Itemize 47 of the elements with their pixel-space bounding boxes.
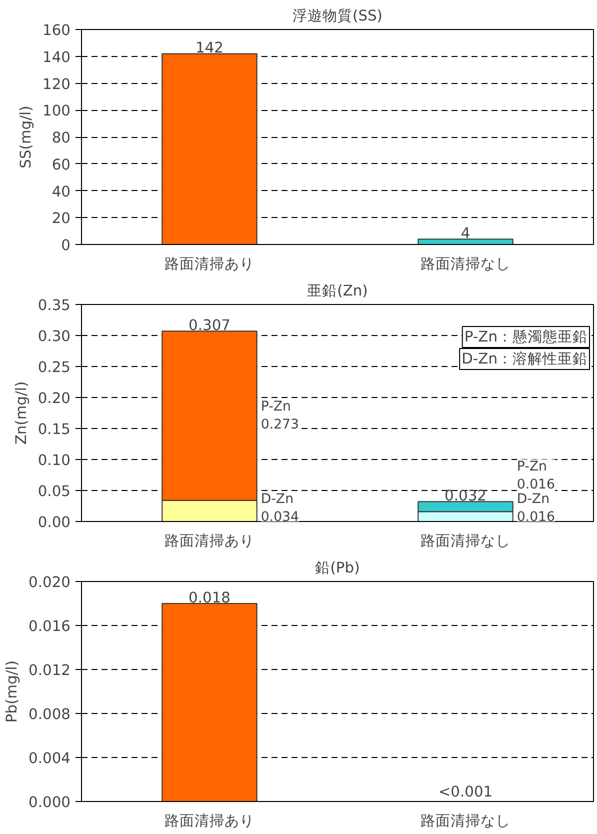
y-tick-label: 20 bbox=[52, 210, 71, 228]
chart-title: 亜鉛(Zn) bbox=[307, 282, 368, 300]
x-tick-label: 路面清掃なし bbox=[420, 256, 510, 272]
annotation: D-Zn 0.016 bbox=[516, 492, 556, 525]
y-tick-label: 0.012 bbox=[28, 662, 71, 679]
data-label: 142 bbox=[196, 40, 224, 57]
x-tick-label: 路面清掃なし bbox=[420, 532, 510, 550]
y-tick-label: 80 bbox=[52, 130, 71, 146]
y-tick-label: 0.020 bbox=[28, 574, 71, 591]
y-tick-label: 0 bbox=[61, 237, 71, 254]
annotation: P-Zn 0.016 bbox=[516, 459, 556, 492]
data-label: 0.018 bbox=[188, 590, 230, 606]
chart-title: 鉛(Pb) bbox=[315, 560, 360, 576]
y-tick-label: 0.000 bbox=[28, 794, 71, 811]
x-tick-label: 路面清掃なし bbox=[420, 812, 510, 830]
y-tick-label: 100 bbox=[42, 102, 71, 120]
chart-title: 浮遊物質(SS) bbox=[292, 8, 383, 24]
annotation: D-Zn 0.034 bbox=[260, 492, 300, 525]
y-tick-label: 0.10 bbox=[38, 452, 71, 469]
annotation: P-Zn 0.273 bbox=[260, 399, 300, 432]
total-label: 0.032 bbox=[444, 488, 486, 505]
y-tick-label: 0.35 bbox=[38, 297, 71, 314]
text: <0.001 bbox=[438, 784, 493, 800]
y-tick-label: 140 bbox=[42, 48, 71, 66]
x-tick-label: 路面清掃あり bbox=[164, 256, 254, 272]
x-tick-label: 路面清掃あり bbox=[164, 532, 254, 550]
y-tick-label: 0.25 bbox=[38, 359, 71, 376]
total-label: 0.307 bbox=[188, 317, 230, 334]
y-tick-label: 40 bbox=[52, 183, 71, 200]
y-axis-title: SS(mg/l) bbox=[18, 106, 35, 168]
y-tick-label: 0.008 bbox=[28, 706, 71, 723]
y-tick-label: 0.016 bbox=[28, 618, 71, 635]
y-tick-label: 0.20 bbox=[38, 390, 71, 407]
y-axis-title: Zn(mg/l) bbox=[12, 381, 30, 445]
y-tick-label: 0.004 bbox=[28, 750, 71, 767]
y-tick-label: 0.30 bbox=[38, 328, 71, 345]
y-tick-label: 60 bbox=[52, 156, 71, 174]
x-tick-label: 路面清掃あり bbox=[164, 812, 254, 830]
y-tick-label: 0.00 bbox=[38, 514, 71, 531]
y-tick-label: 160 bbox=[42, 22, 71, 39]
y-tick-label: 0.15 bbox=[38, 421, 71, 438]
data-label: 4 bbox=[460, 225, 470, 242]
y-tick-label: 120 bbox=[42, 76, 71, 93]
annotation: P-Zn：懸濁態亜鉛 bbox=[464, 328, 588, 346]
y-tick-label: 0.05 bbox=[38, 483, 71, 500]
y-axis-title: Pb(mg/l) bbox=[4, 660, 21, 723]
annotation: D-Zn：溶解性亜鉛 bbox=[462, 350, 588, 368]
